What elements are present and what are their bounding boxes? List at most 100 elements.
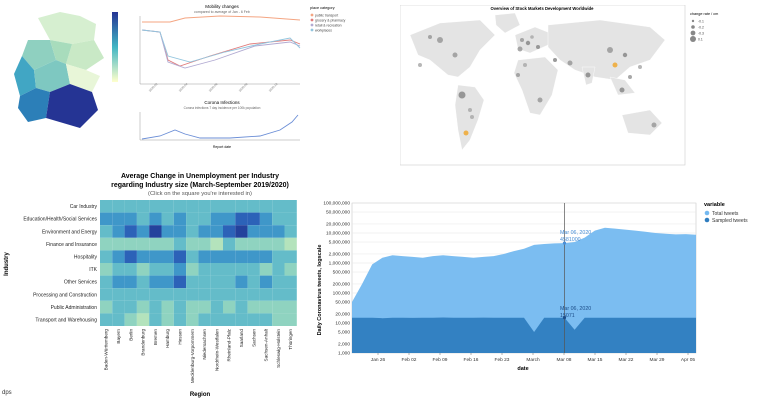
heatmap-cell[interactable]: [161, 225, 174, 238]
heatmap-cell[interactable]: [198, 250, 211, 263]
heatmap-cell[interactable]: [124, 313, 137, 326]
heatmap-cell[interactable]: [149, 288, 162, 301]
heatmap-cell[interactable]: [124, 237, 137, 251]
heatmap-cell[interactable]: [235, 313, 248, 326]
stock-market-marker[interactable]: [523, 63, 527, 67]
heatmap-cell[interactable]: [100, 237, 113, 251]
heatmap-cell[interactable]: [173, 263, 187, 276]
heatmap-cell[interactable]: [223, 250, 236, 263]
heatmap-cell[interactable]: [149, 237, 162, 251]
heatmap-cell[interactable]: [259, 200, 273, 213]
heatmap-cell[interactable]: [235, 250, 248, 263]
heatmap-cell[interactable]: [284, 250, 297, 263]
world-stock-markers[interactable]: [418, 35, 657, 136]
heatmap-cell[interactable]: [247, 288, 260, 301]
heatmap-cell[interactable]: [272, 250, 285, 263]
map-region-sw[interactable]: [18, 88, 50, 122]
heatmap-cell[interactable]: [198, 225, 211, 238]
heatmap-cell[interactable]: [223, 300, 236, 314]
stock-market-marker[interactable]: [651, 122, 657, 128]
stock-market-marker[interactable]: [437, 37, 443, 43]
heatmap-cell[interactable]: [198, 313, 211, 326]
heatmap-cell[interactable]: [136, 288, 150, 301]
heatmap-cell[interactable]: [112, 263, 125, 276]
heatmap-cell[interactable]: [186, 313, 199, 326]
heatmap-cell[interactable]: [259, 275, 273, 289]
heatmap-cell[interactable]: [161, 313, 174, 326]
heatmap-cell[interactable]: [259, 212, 273, 226]
heatmap-cell[interactable]: [136, 250, 150, 263]
heatmap-cell[interactable]: [186, 225, 199, 238]
map-region-center[interactable]: [50, 40, 72, 64]
heatmap-cell[interactable]: [112, 237, 125, 251]
heatmap-cell[interactable]: [247, 200, 260, 213]
stock-market-marker[interactable]: [585, 72, 591, 78]
heatmap-cell[interactable]: [112, 300, 125, 314]
heatmap-cell[interactable]: [259, 313, 273, 326]
heatmap-cell[interactable]: [149, 212, 162, 226]
heatmap-cell[interactable]: [247, 313, 260, 326]
heatmap-cell[interactable]: [210, 300, 223, 314]
heatmap-cell[interactable]: [272, 237, 285, 251]
map-region-mid[interactable]: [34, 60, 70, 92]
heatmap-cell[interactable]: [173, 237, 187, 251]
stock-market-marker[interactable]: [520, 38, 524, 42]
heatmap-cell[interactable]: [223, 288, 236, 301]
heatmap-cell[interactable]: [112, 313, 125, 326]
heatmap-cell[interactable]: [210, 250, 223, 263]
heatmap-cell[interactable]: [186, 275, 199, 289]
heatmap-cell[interactable]: [284, 263, 297, 276]
mobility-line-workplaces[interactable]: [141, 29, 301, 63]
heatmap-cell[interactable]: [259, 250, 273, 263]
heatmap-cell[interactable]: [161, 288, 174, 301]
heatmap-cell[interactable]: [259, 288, 273, 301]
heatmap-cell[interactable]: [136, 237, 150, 251]
heatmap-cell[interactable]: [100, 200, 113, 213]
heatmap-cell[interactable]: [235, 225, 248, 238]
heatmap-cell[interactable]: [136, 300, 150, 314]
heatmap-cell[interactable]: [173, 200, 187, 213]
heatmap-cell[interactable]: [161, 300, 174, 314]
heatmap-cell[interactable]: [112, 275, 125, 289]
map-region-ne[interactable]: [66, 40, 104, 70]
stock-market-marker[interactable]: [458, 91, 466, 99]
heatmap-cell[interactable]: [100, 212, 113, 226]
heatmap-cell[interactable]: [149, 313, 162, 326]
heatmap-cell[interactable]: [235, 200, 248, 213]
heatmap-cell[interactable]: [124, 200, 137, 213]
heatmap-cells[interactable]: [100, 200, 297, 326]
stock-market-marker[interactable]: [525, 40, 531, 46]
heatmap-cell[interactable]: [210, 275, 223, 289]
stock-market-marker[interactable]: [452, 52, 458, 58]
heatmap-cell[interactable]: [161, 250, 174, 263]
heatmap-cell[interactable]: [173, 212, 187, 226]
heatmap-cell[interactable]: [247, 212, 260, 226]
stock-market-marker[interactable]: [536, 45, 540, 49]
stock-market-marker[interactable]: [567, 60, 573, 66]
heatmap-cell[interactable]: [272, 225, 285, 238]
heatmap-cell[interactable]: [284, 212, 297, 226]
heatmap-cell[interactable]: [186, 237, 199, 251]
heatmap-cell[interactable]: [284, 200, 297, 213]
heatmap-cell[interactable]: [173, 288, 187, 301]
mobility-line-public-transport[interactable]: [142, 15, 301, 23]
heatmap-cell[interactable]: [235, 288, 248, 301]
heatmap-cell[interactable]: [100, 263, 113, 276]
area-series[interactable]: [352, 203, 696, 353]
map-region-north[interactable]: [38, 12, 96, 44]
heatmap-cell[interactable]: [100, 313, 113, 326]
heatmap-cell[interactable]: [124, 263, 137, 276]
stock-market-marker[interactable]: [638, 65, 642, 69]
heatmap-cell[interactable]: [235, 263, 248, 276]
heatmap-cell[interactable]: [136, 200, 150, 213]
heatmap-cell[interactable]: [161, 200, 174, 213]
heatmap-cell[interactable]: [247, 300, 260, 314]
heatmap-cell[interactable]: [247, 250, 260, 263]
heatmap-cell[interactable]: [112, 250, 125, 263]
heatmap-cell[interactable]: [235, 237, 248, 251]
heatmap-cell[interactable]: [198, 212, 211, 226]
heatmap-cell[interactable]: [136, 313, 150, 326]
heatmap-cell[interactable]: [223, 263, 236, 276]
heatmap-cell[interactable]: [186, 288, 199, 301]
heatmap-cell[interactable]: [198, 200, 211, 213]
